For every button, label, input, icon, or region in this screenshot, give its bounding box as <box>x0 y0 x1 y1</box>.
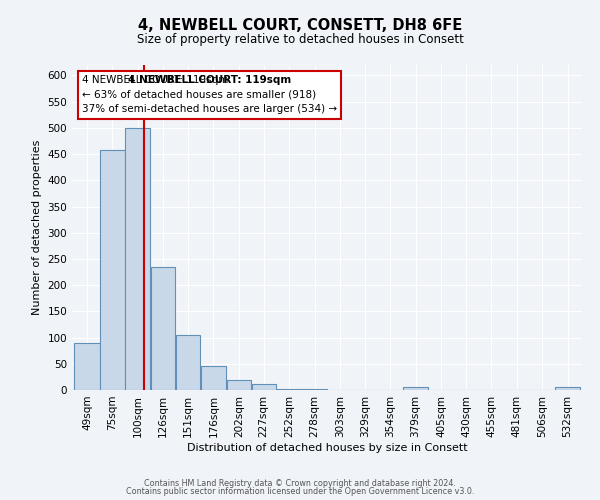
Bar <box>74 343 100 390</box>
Text: 4 NEWBELL COURT: 119sqm: 4 NEWBELL COURT: 119sqm <box>128 74 292 85</box>
Bar <box>151 267 175 390</box>
Text: Contains public sector information licensed under the Open Government Licence v3: Contains public sector information licen… <box>126 487 474 496</box>
Text: 4, NEWBELL COURT, CONSETT, DH8 6FE: 4, NEWBELL COURT, CONSETT, DH8 6FE <box>138 18 462 32</box>
Bar <box>125 128 151 390</box>
Bar <box>556 388 580 390</box>
Bar <box>100 150 125 390</box>
Bar <box>403 388 428 390</box>
Text: Size of property relative to detached houses in Consett: Size of property relative to detached ho… <box>137 32 463 46</box>
Bar <box>251 384 276 390</box>
Bar <box>176 335 200 390</box>
Y-axis label: Number of detached properties: Number of detached properties <box>32 140 42 315</box>
Text: Contains HM Land Registry data © Crown copyright and database right 2024.: Contains HM Land Registry data © Crown c… <box>144 478 456 488</box>
Bar <box>201 366 226 390</box>
Bar <box>227 380 251 390</box>
X-axis label: Distribution of detached houses by size in Consett: Distribution of detached houses by size … <box>187 442 467 452</box>
Text: 4 NEWBELL COURT: 119sqm
← 63% of detached houses are smaller (918)
37% of semi-d: 4 NEWBELL COURT: 119sqm ← 63% of detache… <box>82 74 337 114</box>
